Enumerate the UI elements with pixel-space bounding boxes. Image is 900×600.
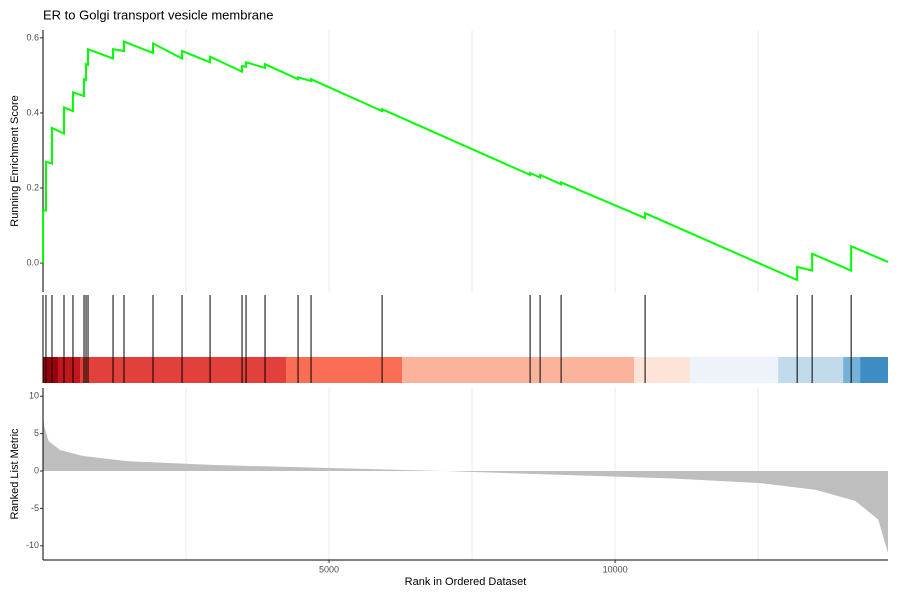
y-tick-label: 0.6 xyxy=(26,32,39,42)
x-tick-label: 5000 xyxy=(319,564,339,574)
y-tick-label: 0.4 xyxy=(26,107,39,117)
x-tick-label: 10000 xyxy=(603,564,628,574)
enrichment-line xyxy=(42,40,889,282)
y-axis-label: Ranked List Metric xyxy=(9,428,21,520)
chart-title: ER to Golgi transport vesicle membrane xyxy=(43,7,273,22)
y-tick-label: -5 xyxy=(31,503,39,513)
ranked-metric-area xyxy=(43,411,888,554)
y-tick-label: 0.0 xyxy=(26,257,39,267)
rank-band xyxy=(402,357,635,383)
rank-band xyxy=(778,357,844,383)
rank-band xyxy=(57,357,81,383)
rank-band xyxy=(860,357,888,383)
y-tick-label: 0 xyxy=(34,465,39,475)
rank-band xyxy=(634,357,691,383)
rank-band xyxy=(43,357,58,383)
y-axis-label: Running Enrichment Score xyxy=(9,95,21,226)
x-axis-label: Rank in Ordered Dataset xyxy=(405,576,527,588)
y-tick-label: 10 xyxy=(29,391,39,401)
y-tick-label: 5 xyxy=(34,428,39,438)
y-tick-label: -10 xyxy=(26,540,39,550)
rank-band xyxy=(690,357,779,383)
y-tick-label: 0.2 xyxy=(26,182,39,192)
rank-band xyxy=(80,357,287,383)
rank-band xyxy=(286,357,403,383)
